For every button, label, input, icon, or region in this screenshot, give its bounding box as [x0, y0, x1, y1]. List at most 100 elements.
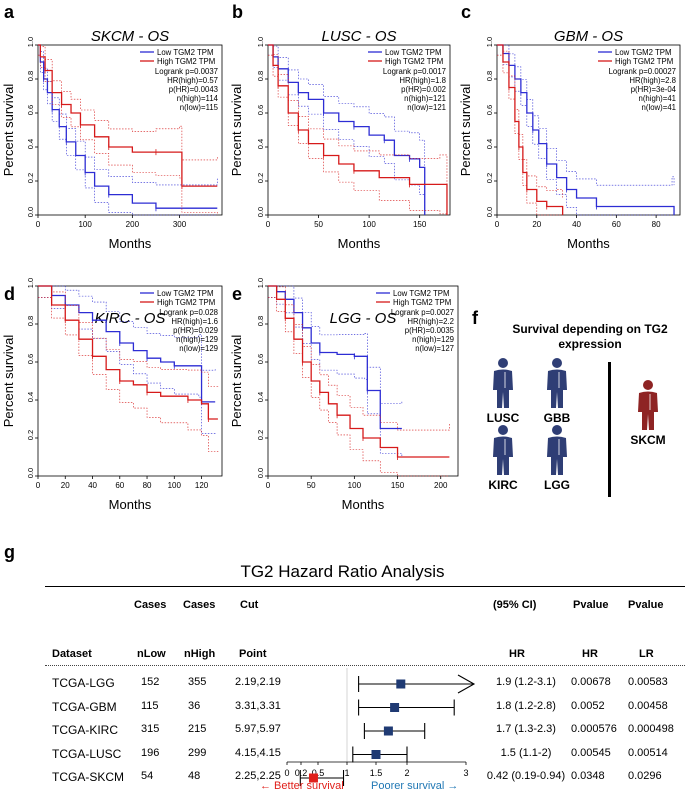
cell-cut-point: 2.19,2.19: [235, 676, 281, 688]
x-tick-label: 40: [88, 481, 97, 490]
forest-tick-label: 2: [404, 768, 409, 778]
forest-tick-label: 0.2: [295, 768, 308, 778]
forest-plot: 0 0.2 0.5 1 1.5 2 3: [284, 668, 476, 786]
cell-pvalue-hr: 0.00545: [571, 746, 611, 759]
y-tick-label: 1.0: [26, 278, 35, 288]
y-tick-label: 0.4: [485, 139, 494, 149]
stat-line: n(low)=129: [179, 344, 218, 353]
x-tick-label: 100: [362, 220, 376, 229]
legend-low: Low TGM2 TPM: [615, 48, 671, 57]
high-tgm2-curve-ci-upper: [38, 285, 219, 387]
stat-line: p(HR)=0.0043: [169, 85, 218, 94]
y-axis-label: Percent survival: [458, 84, 473, 177]
x-tick-label: 20: [532, 220, 541, 229]
high-tgm2-curve: [268, 285, 450, 458]
hr-point-marker: [308, 773, 318, 783]
low-tgm2-curve-ci-upper: [497, 44, 675, 186]
stat-line: HR(high)=2.2: [407, 317, 454, 326]
stat-line: p(HR)=3e-04: [631, 85, 677, 94]
x-tick-label: 0: [36, 220, 41, 229]
person-icon-kirc: [493, 425, 513, 475]
y-tick-label: 0.8: [26, 71, 35, 81]
stat-line: n(high)=129: [176, 335, 218, 344]
legend-high: High TGM2 TPM: [157, 298, 215, 307]
cell-dataset: TCGA-LUSC: [52, 746, 122, 761]
y-tick-label: 0.2: [26, 173, 35, 183]
y-tick-label: 0.8: [256, 316, 265, 326]
cell-pvalue-hr: 0.000576: [571, 723, 617, 735]
ci-arrow: [457, 674, 476, 694]
header-hr-p: HR: [582, 648, 598, 660]
km-panel-d: d KIRC - OS 0.0 0.2 0.4 0.6 0.8 1.0 0 20 40 60 80 100…: [1, 278, 223, 512]
x-axis-label: Months: [567, 236, 610, 251]
panel-title: SKCM - OS: [91, 28, 169, 45]
label-gbb: GBB: [543, 411, 571, 425]
forest-tick-label: 1: [344, 768, 349, 778]
cell-nlow: 152: [141, 676, 160, 688]
x-tick-label: 100: [168, 481, 182, 490]
person-icons: [493, 358, 658, 475]
plot-frame: [267, 285, 459, 477]
stat-line: n(high)=114: [177, 94, 219, 103]
stat-line: Logrank p=0.0017: [383, 67, 446, 76]
low-tgm2-curve-ci-upper: [268, 285, 403, 404]
person-body: [638, 391, 658, 430]
x-axis-label: Months: [342, 497, 385, 512]
stat-line: n(high)=129: [412, 335, 454, 344]
y-axis-label: Percent survival: [1, 335, 16, 428]
better-survival-label: ← Better survival: [260, 780, 344, 792]
forest-tick-label: 1.5: [370, 768, 383, 778]
cell-pvalue-hr: 0.0348: [571, 770, 605, 782]
person-icon-skcm: [638, 380, 658, 430]
cell-cut-point: 4.15,4.15: [235, 746, 281, 759]
x-tick-label: 0: [266, 220, 271, 229]
stat-line: p(HR)=0.029: [173, 326, 218, 335]
y-tick-label: 0.2: [256, 430, 265, 440]
low-tgm2-curve: [38, 44, 218, 209]
legend-high: High TGM2 TPM: [393, 298, 451, 307]
low-tgm2-curve: [497, 44, 675, 215]
low-tgm2-curve-ci-lower: [38, 54, 218, 216]
table-row: TCGA-KIRC 315 215 5.97,5.97 1.7 (1.3-2.3) 0.0…: [0, 723, 685, 743]
stat-line: HR(high)=0.57: [167, 76, 218, 85]
cell-hr-ci: 1.7 (1.3-2.3): [496, 723, 556, 735]
table-row: TCGA-SKCM 54 48 2.25,2.25 0.42 (0.19-0.94) 0.…: [0, 770, 685, 790]
stat-line: Logrank p=0.00027: [609, 67, 676, 76]
person-head: [552, 358, 562, 368]
cell-cut-point: 5.97,5.97: [235, 723, 281, 735]
person-icon-lgg: [547, 425, 567, 475]
high-tgm2-curve-ci-upper: [497, 44, 563, 198]
x-tick-label: 50: [314, 220, 323, 229]
legend-low: Low TGM2 TPM: [393, 289, 449, 298]
cell-nlow: 196: [141, 746, 160, 759]
high-tgm2-curve-ci-upper: [38, 44, 218, 161]
stat-line: HR(high)=1.8: [399, 76, 446, 85]
km-panel-b: b LUSC - OS 0.0 0.2 0.4 0.6 0.8 1.0 0 50 100 150 Mon…: [229, 2, 451, 251]
panel-title: KIRC - OS: [95, 310, 166, 327]
legend-low: Low TGM2 TPM: [157, 48, 213, 57]
cell-pvalue-lr: 0.00583: [628, 676, 668, 688]
x-tick-label: 20: [61, 481, 70, 490]
person-body: [547, 369, 567, 408]
x-tick-label: 60: [115, 481, 124, 490]
y-tick-label: 1.0: [256, 278, 265, 288]
cell-nhigh: 36: [188, 699, 201, 712]
cell-cut-point: 3.31,3.31: [235, 699, 281, 712]
person-body: [493, 369, 513, 408]
stat-line: Logrank p=0.0037: [155, 67, 218, 76]
cell-dataset: TCGA-LGG: [52, 676, 115, 690]
stat-line: Logrank p=0.028: [159, 308, 218, 317]
y-tick-label: 0.4: [26, 392, 35, 402]
header-nhigh: nHigh: [184, 648, 216, 660]
hr-point-marker: [396, 679, 406, 689]
header-nlow: nLow: [137, 648, 166, 660]
legend-low: Low TGM2 TPM: [385, 48, 441, 57]
km-panel-e: e LGG - OS 0.0 0.2 0.4 0.6 0.8 1.0 0 50 100 150 200 M…: [229, 278, 459, 512]
hr-table-title: TG2 Hazard Ratio Analysis: [240, 562, 445, 581]
poorer-survival-label: Poorer survival →: [371, 780, 459, 792]
label-skcm: SKCM: [630, 433, 666, 447]
hr-point-marker: [390, 703, 400, 712]
high-tgm2-curve: [497, 44, 564, 215]
panel-letter-f: f: [472, 308, 478, 328]
